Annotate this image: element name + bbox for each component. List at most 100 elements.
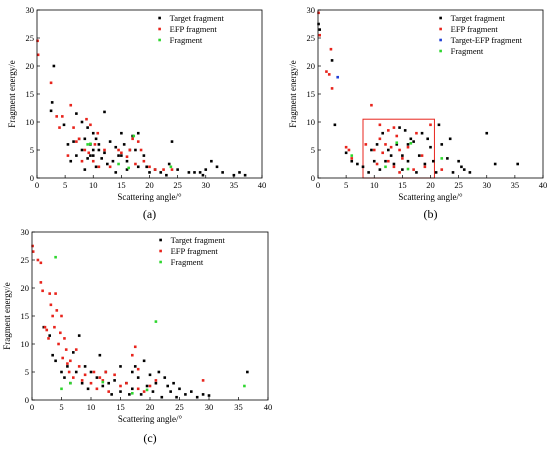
data-point — [384, 165, 387, 169]
data-point — [120, 131, 123, 135]
data-point — [409, 137, 413, 141]
data-point — [403, 129, 407, 132]
data-point — [89, 381, 93, 385]
data-point — [415, 131, 418, 135]
data-point — [59, 331, 62, 335]
data-point — [460, 165, 463, 169]
data-point — [207, 394, 211, 397]
data-point — [387, 148, 390, 152]
data-point — [193, 171, 196, 174]
x-tick-label: 10 — [370, 180, 379, 190]
data-point — [395, 141, 399, 145]
x-tick-label: 15 — [117, 180, 126, 190]
data-point — [327, 73, 331, 76]
data-point — [36, 39, 39, 43]
data-point — [97, 148, 101, 152]
data-point — [41, 289, 44, 293]
data-point — [398, 126, 401, 129]
data-point — [103, 151, 106, 155]
data-point — [131, 387, 134, 391]
legend-entry-label: EFP fragment — [171, 246, 219, 256]
data-point — [64, 348, 68, 351]
x-axis-label: Scattering angle/° — [117, 192, 182, 202]
data-point — [243, 173, 247, 177]
data-point — [318, 33, 321, 37]
data-point — [204, 168, 208, 171]
x-axis-label: Scattering angle/° — [118, 414, 183, 424]
data-point — [387, 159, 390, 163]
data-point — [170, 168, 174, 171]
x-axis-label: Scattering angle/° — [398, 192, 463, 202]
data-point — [39, 261, 43, 265]
data-point — [406, 145, 410, 149]
data-point — [125, 159, 129, 163]
data-point — [364, 143, 368, 146]
data-point — [448, 137, 452, 141]
data-point — [83, 373, 87, 377]
data-point — [429, 123, 432, 127]
data-point — [49, 81, 53, 85]
data-point — [52, 64, 56, 68]
data-point — [75, 140, 78, 143]
y-tick-label: 15 — [307, 89, 316, 99]
data-point — [48, 334, 51, 337]
legend-marker — [159, 249, 162, 253]
data-point — [49, 303, 53, 307]
legend-entry-label: EFP fragment — [451, 24, 499, 34]
data-point — [136, 387, 140, 391]
data-point — [72, 126, 75, 129]
data-point — [238, 171, 241, 174]
data-point — [361, 165, 365, 169]
data-point — [440, 168, 444, 171]
data-point — [166, 384, 169, 388]
data-point — [417, 154, 421, 157]
data-point — [43, 325, 47, 329]
data-point — [58, 126, 61, 129]
data-point — [246, 370, 249, 374]
data-point — [392, 162, 396, 166]
data-point — [350, 154, 354, 157]
data-point — [97, 143, 101, 146]
data-point — [39, 281, 43, 284]
x-tick-label: 35 — [234, 402, 243, 412]
panel-label: (b) — [424, 207, 438, 221]
data-point — [162, 168, 165, 171]
data-point — [91, 159, 95, 163]
data-point — [165, 173, 168, 177]
data-point — [142, 154, 146, 157]
data-point — [139, 393, 143, 396]
data-point — [139, 148, 143, 152]
data-point — [63, 337, 66, 340]
data-point — [125, 155, 129, 159]
series-target-fragment — [317, 22, 519, 174]
data-point — [446, 157, 449, 160]
x-tick-label: 10 — [89, 180, 98, 190]
data-point — [54, 359, 57, 363]
y-tick-label: 5 — [30, 145, 34, 155]
data-point — [119, 384, 122, 388]
data-point — [101, 379, 105, 382]
data-point — [36, 53, 40, 57]
data-point — [190, 390, 193, 393]
legend-marker — [439, 16, 442, 20]
x-tick-label: 0 — [30, 402, 34, 412]
x-tick-label: 5 — [59, 402, 63, 412]
legend-marker — [439, 27, 442, 31]
data-point — [69, 103, 73, 107]
data-point — [93, 143, 97, 146]
y-tick-label: 30 — [26, 5, 35, 15]
data-point — [187, 171, 191, 174]
data-point — [66, 365, 69, 368]
data-point — [429, 145, 432, 149]
data-point — [31, 244, 34, 248]
data-point — [154, 381, 158, 385]
y-tick-label: 20 — [26, 61, 35, 71]
data-point — [86, 387, 90, 391]
data-point — [60, 370, 63, 374]
data-point — [395, 143, 399, 146]
data-point — [378, 123, 382, 127]
data-point — [426, 137, 429, 141]
data-point — [145, 384, 149, 388]
data-point — [49, 109, 53, 113]
data-point — [148, 171, 151, 174]
